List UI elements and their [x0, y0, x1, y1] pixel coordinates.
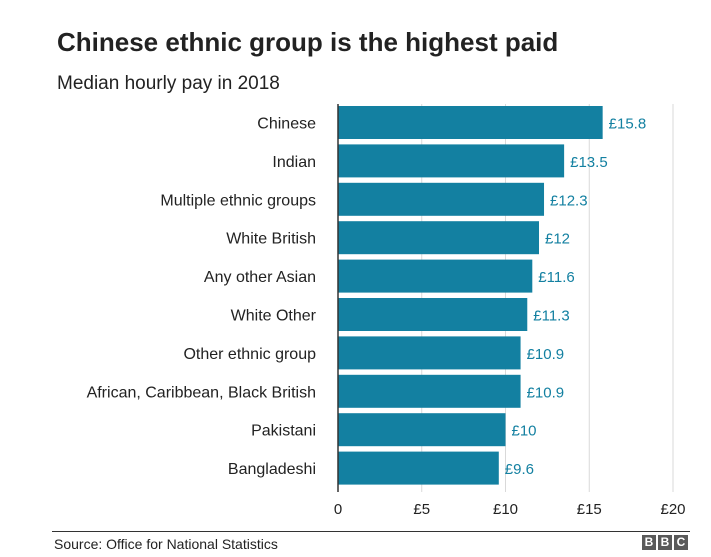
category-label: Other ethnic group	[183, 346, 316, 363]
footer: Source: Office for National Statistics B…	[52, 531, 690, 557]
source-note: Source: Office for National Statistics	[54, 536, 278, 552]
bar	[338, 259, 533, 293]
value-label: £11.6	[538, 269, 574, 286]
value-label: £10	[512, 423, 537, 440]
bar	[338, 413, 506, 447]
value-label: £10.9	[527, 384, 565, 401]
chart-title: Chinese ethnic group is the highest paid	[57, 27, 559, 57]
x-tick-label: £15	[577, 501, 602, 518]
category-label: White British	[226, 231, 316, 248]
category-label: Any other Asian	[204, 269, 316, 286]
bar	[338, 182, 545, 216]
value-label: £15.8	[609, 116, 647, 133]
category-label: African, Caribbean, Black British	[87, 384, 316, 401]
bar	[338, 144, 565, 178]
x-tick-label: £20	[660, 501, 685, 518]
value-label: £12	[545, 231, 570, 248]
value-label: £12.3	[550, 192, 588, 209]
bar	[338, 221, 539, 255]
category-label: Indian	[272, 154, 316, 171]
x-tick-label: 0	[334, 501, 342, 518]
category-label: Chinese	[257, 116, 316, 133]
value-label: £10.9	[527, 346, 565, 363]
bar	[338, 374, 521, 408]
x-tick-label: £10	[493, 501, 518, 518]
x-tick-labels: 0 £5 £10 £15 £20	[334, 501, 686, 518]
category-label: Multiple ethnic groups	[160, 192, 316, 209]
category-labels: Chinese Indian Multiple ethnic groups White…	[87, 116, 317, 479]
x-tick-label: £5	[413, 501, 430, 518]
chart-subtitle: Median hourly pay in 2018	[57, 73, 280, 94]
bars	[338, 106, 603, 485]
value-label: £9.6	[505, 461, 534, 478]
value-label: £13.5	[570, 154, 608, 171]
category-label: White Other	[231, 308, 317, 325]
value-label: £11.3	[533, 308, 569, 325]
category-label: Pakistani	[251, 423, 316, 440]
bbc-logo-letter: B	[658, 535, 672, 550]
bar	[338, 298, 528, 331]
bar	[338, 451, 499, 485]
bar-chart: Chinese Indian Multiple ethnic groups White…	[87, 104, 686, 518]
category-label: Bangladeshi	[228, 461, 316, 478]
bar	[338, 336, 521, 370]
bbc-logo-letter: B	[642, 535, 656, 550]
bbc-logo-letter: C	[674, 535, 688, 550]
bbc-logo: B B C	[642, 535, 688, 550]
value-labels: £15.8 £13.5 £12.3 £12 £11.6 £11.3 £10.9 £10.9 £1…	[505, 116, 646, 479]
bar	[338, 106, 603, 139]
